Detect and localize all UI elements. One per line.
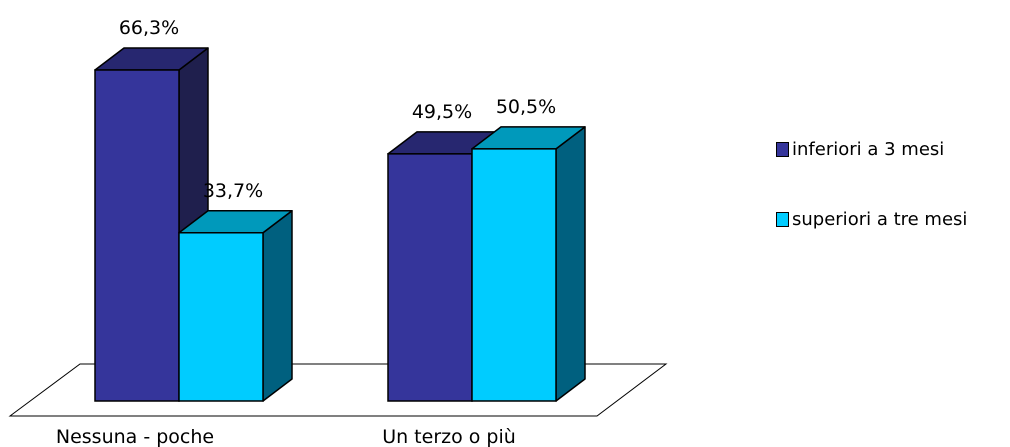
bar-superiori-a-tre-mesi-un-terzo-o-pi: [471, 148, 557, 402]
data-label-inferiori-a-3-mesi-un-terzo-o-pi: 49,5%: [412, 101, 472, 123]
legend-label-superiori: superiori a tre mesi: [792, 208, 968, 230]
legend-label-inferiori: inferiori a 3 mesi: [792, 138, 945, 160]
x-tick-label-un-terzo-o-piu: Un terzo o più: [382, 426, 516, 447]
data-label-inferiori-a-3-mesi-nessuna-poche: 66,3%: [119, 17, 179, 39]
x-tick-label-nessuna-poche: Nessuna - poche: [56, 426, 214, 447]
legend: inferiori a 3 mesi superiori a tre mesi: [776, 136, 967, 276]
legend-item-inferiori: inferiori a 3 mesi: [776, 136, 967, 162]
legend-swatch-superiori: [776, 211, 789, 227]
data-label-superiori-a-tre-mesi-un-terzo-o-pi: 50,5%: [496, 96, 556, 118]
bars-group: 66,3% 33,7% 49,5% 50,5%: [94, 17, 586, 402]
bar-inferiori-a-3-mesi-nessuna-poche: [94, 69, 180, 402]
data-label-superiori-a-tre-mesi-nessuna-poche: 33,7%: [203, 180, 263, 202]
bar-superiori-a-tre-mesi-nessuna-poche: [178, 232, 264, 402]
bar-superiori-a-tre-mesi-un-terzo-o-pi-side: [555, 126, 586, 402]
legend-item-superiori: superiori a tre mesi: [776, 206, 967, 232]
bar-superiori-a-tre-mesi-nessuna-poche-side: [262, 210, 293, 402]
legend-swatch-inferiori: [776, 141, 789, 157]
bar-inferiori-a-3-mesi-un-terzo-o-pi: [387, 153, 473, 402]
